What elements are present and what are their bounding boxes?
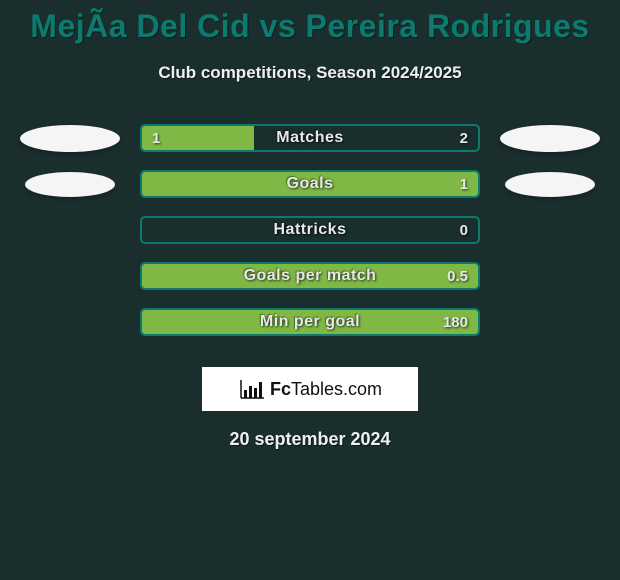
stat-bar: Goals per match 0.5 [140, 262, 480, 290]
stat-label: Min per goal [142, 310, 478, 334]
page-title: MejÃ­a Del Cid vs Pereira Rodrigues [0, 0, 620, 45]
subtitle: Club competitions, Season 2024/2025 [0, 63, 620, 83]
stat-row: Min per goal 180 [0, 299, 620, 345]
stat-right-value: 0.5 [447, 264, 468, 288]
stat-row: 1 Matches 2 [0, 115, 620, 161]
stat-bar: Hattricks 0 [140, 216, 480, 244]
stat-label: Goals per match [142, 264, 478, 288]
right-ellipse-slot [500, 124, 600, 152]
stat-row: Goals 1 [0, 161, 620, 207]
logo-text: FcTables.com [270, 379, 382, 400]
ellipse-icon [500, 125, 600, 152]
stat-row: Hattricks 0 [0, 207, 620, 253]
date-text: 20 september 2024 [0, 429, 620, 450]
stat-right-value: 180 [443, 310, 468, 334]
stat-right-value: 1 [460, 172, 468, 196]
left-ellipse-slot [20, 170, 120, 198]
stat-bar: 1 Matches 2 [140, 124, 480, 152]
stat-label: Matches [142, 126, 478, 150]
ellipse-icon [25, 172, 115, 197]
stat-label: Goals [142, 172, 478, 196]
stat-right-value: 2 [460, 126, 468, 150]
stat-row: Goals per match 0.5 [0, 253, 620, 299]
logo-box: FcTables.com [202, 367, 418, 411]
bar-chart-icon [238, 378, 266, 400]
right-ellipse-slot [500, 308, 600, 336]
left-ellipse-slot [20, 216, 120, 244]
stat-label: Hattricks [142, 218, 478, 242]
stat-right-value: 0 [460, 218, 468, 242]
left-ellipse-slot [20, 262, 120, 290]
left-ellipse-slot [20, 308, 120, 336]
right-ellipse-slot [500, 216, 600, 244]
left-ellipse-slot [20, 124, 120, 152]
right-ellipse-slot [500, 262, 600, 290]
right-ellipse-slot [500, 170, 600, 198]
stat-bar: Goals 1 [140, 170, 480, 198]
comparison-rows: 1 Matches 2 Goals 1 Hattricks 0 Goa [0, 115, 620, 345]
ellipse-icon [20, 125, 120, 152]
stat-bar: Min per goal 180 [140, 308, 480, 336]
ellipse-icon [505, 172, 595, 197]
